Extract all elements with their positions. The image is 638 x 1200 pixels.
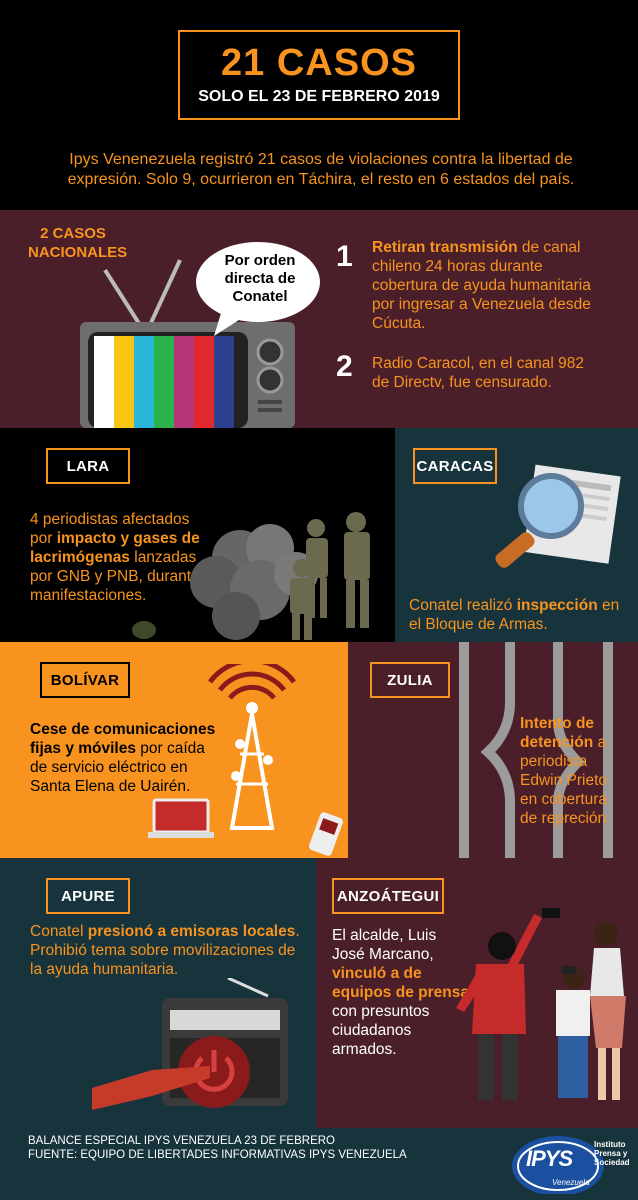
- item1-number: 1: [336, 240, 353, 273]
- bars-illustration: [459, 642, 613, 858]
- ipys-logo: IPYS Instituto Prensa y Sociedad Venezue…: [508, 1128, 632, 1194]
- page-subtitle: SOLO EL 23 DE FEBRERO 2019: [198, 88, 440, 105]
- apure-label: APURE: [46, 878, 130, 914]
- tv-illustration: [80, 259, 295, 428]
- ipys-logo-text: IPYS: [526, 1146, 573, 1171]
- apure-text: Conatel presionó a emisoras locales. Pro…: [30, 923, 300, 978]
- caracas-section: CARACAS Conatel realizó inspección en el…: [395, 428, 638, 642]
- armed-man-journalists-illustration: [456, 908, 626, 1100]
- speech-bubble: [196, 242, 320, 336]
- nacionales-section: 2 CASOS NACIONALES Por orden directa de …: [0, 210, 638, 428]
- caracas-label: CARACAS: [413, 448, 497, 484]
- caracas-text: Conatel realizó inspección en el Bloque …: [409, 597, 620, 633]
- bolivar-label: BOLÍVAR: [40, 662, 130, 698]
- magnifier-icon: [495, 464, 621, 568]
- footer-line2: FUENTE: EQUIPO DE LIBERTADES INFORMATIVA…: [28, 1149, 407, 1161]
- bolivar-text: Cese de comunicaciones fijas y móviles p…: [30, 721, 216, 795]
- anzoategui-label: ANZOÁTEGUI: [332, 878, 444, 914]
- antenna-tower-illustration: [148, 664, 343, 856]
- anzoategui-section: ANZOÁTEGUI El alcalde, Luis José Marcano…: [316, 858, 638, 1128]
- lara-label: LARA: [46, 448, 130, 484]
- title-box: [178, 30, 460, 120]
- anzoategui-text: El alcalde, Luis José Marcano, vinculó a…: [332, 927, 469, 1058]
- header-section: 21 CASOS SOLO EL 23 DE FEBRERO 2019 Ipys…: [0, 0, 638, 210]
- item2-text: Radio Caracol, en el canal 982 de Direct…: [372, 355, 584, 391]
- nacionales-label: 2 CASOS NACIONALES: [28, 225, 128, 261]
- speech-bubble-text: Por orden directa de Conatel: [224, 252, 296, 305]
- zulia-section: ZULIA Intento de detención a periodista …: [348, 642, 638, 858]
- item2-number: 2: [336, 350, 353, 383]
- soldiers-smoke-illustration: [132, 512, 370, 640]
- ipys-logo-shape: [512, 1136, 604, 1194]
- footer-line1: BALANCE ESPECIAL IPYS VENEZUELA 23 DE FE…: [28, 1135, 335, 1147]
- intro-text: Ipys Venenezuela registró 21 casos de vi…: [67, 151, 575, 188]
- zulia-text: Intento de detención a periodista Edwin …: [520, 715, 611, 827]
- radio-illustration: [92, 978, 288, 1110]
- lara-section: LARA 4 periodistas afectados por impacto…: [0, 428, 395, 642]
- ipys-logo-country: Venezuela: [552, 1178, 590, 1187]
- footer-section: BALANCE ESPECIAL IPYS VENEZUELA 23 DE FE…: [0, 1128, 638, 1200]
- lara-text: 4 periodistas afectados por impacto y ga…: [30, 511, 200, 604]
- page-title: 21 CASOS: [221, 42, 417, 84]
- ipys-logo-sub: Instituto Prensa y Sociedad: [594, 1140, 630, 1167]
- bolivar-section: BOLÍVAR Cese de comunicaciones fijas y m…: [0, 642, 348, 858]
- zulia-label: ZULIA: [370, 662, 450, 698]
- apure-section: APURE Conatel presionó a emisoras locale…: [0, 858, 316, 1128]
- item1-text: Retiran transmisión de canal chileno 24 …: [372, 239, 591, 332]
